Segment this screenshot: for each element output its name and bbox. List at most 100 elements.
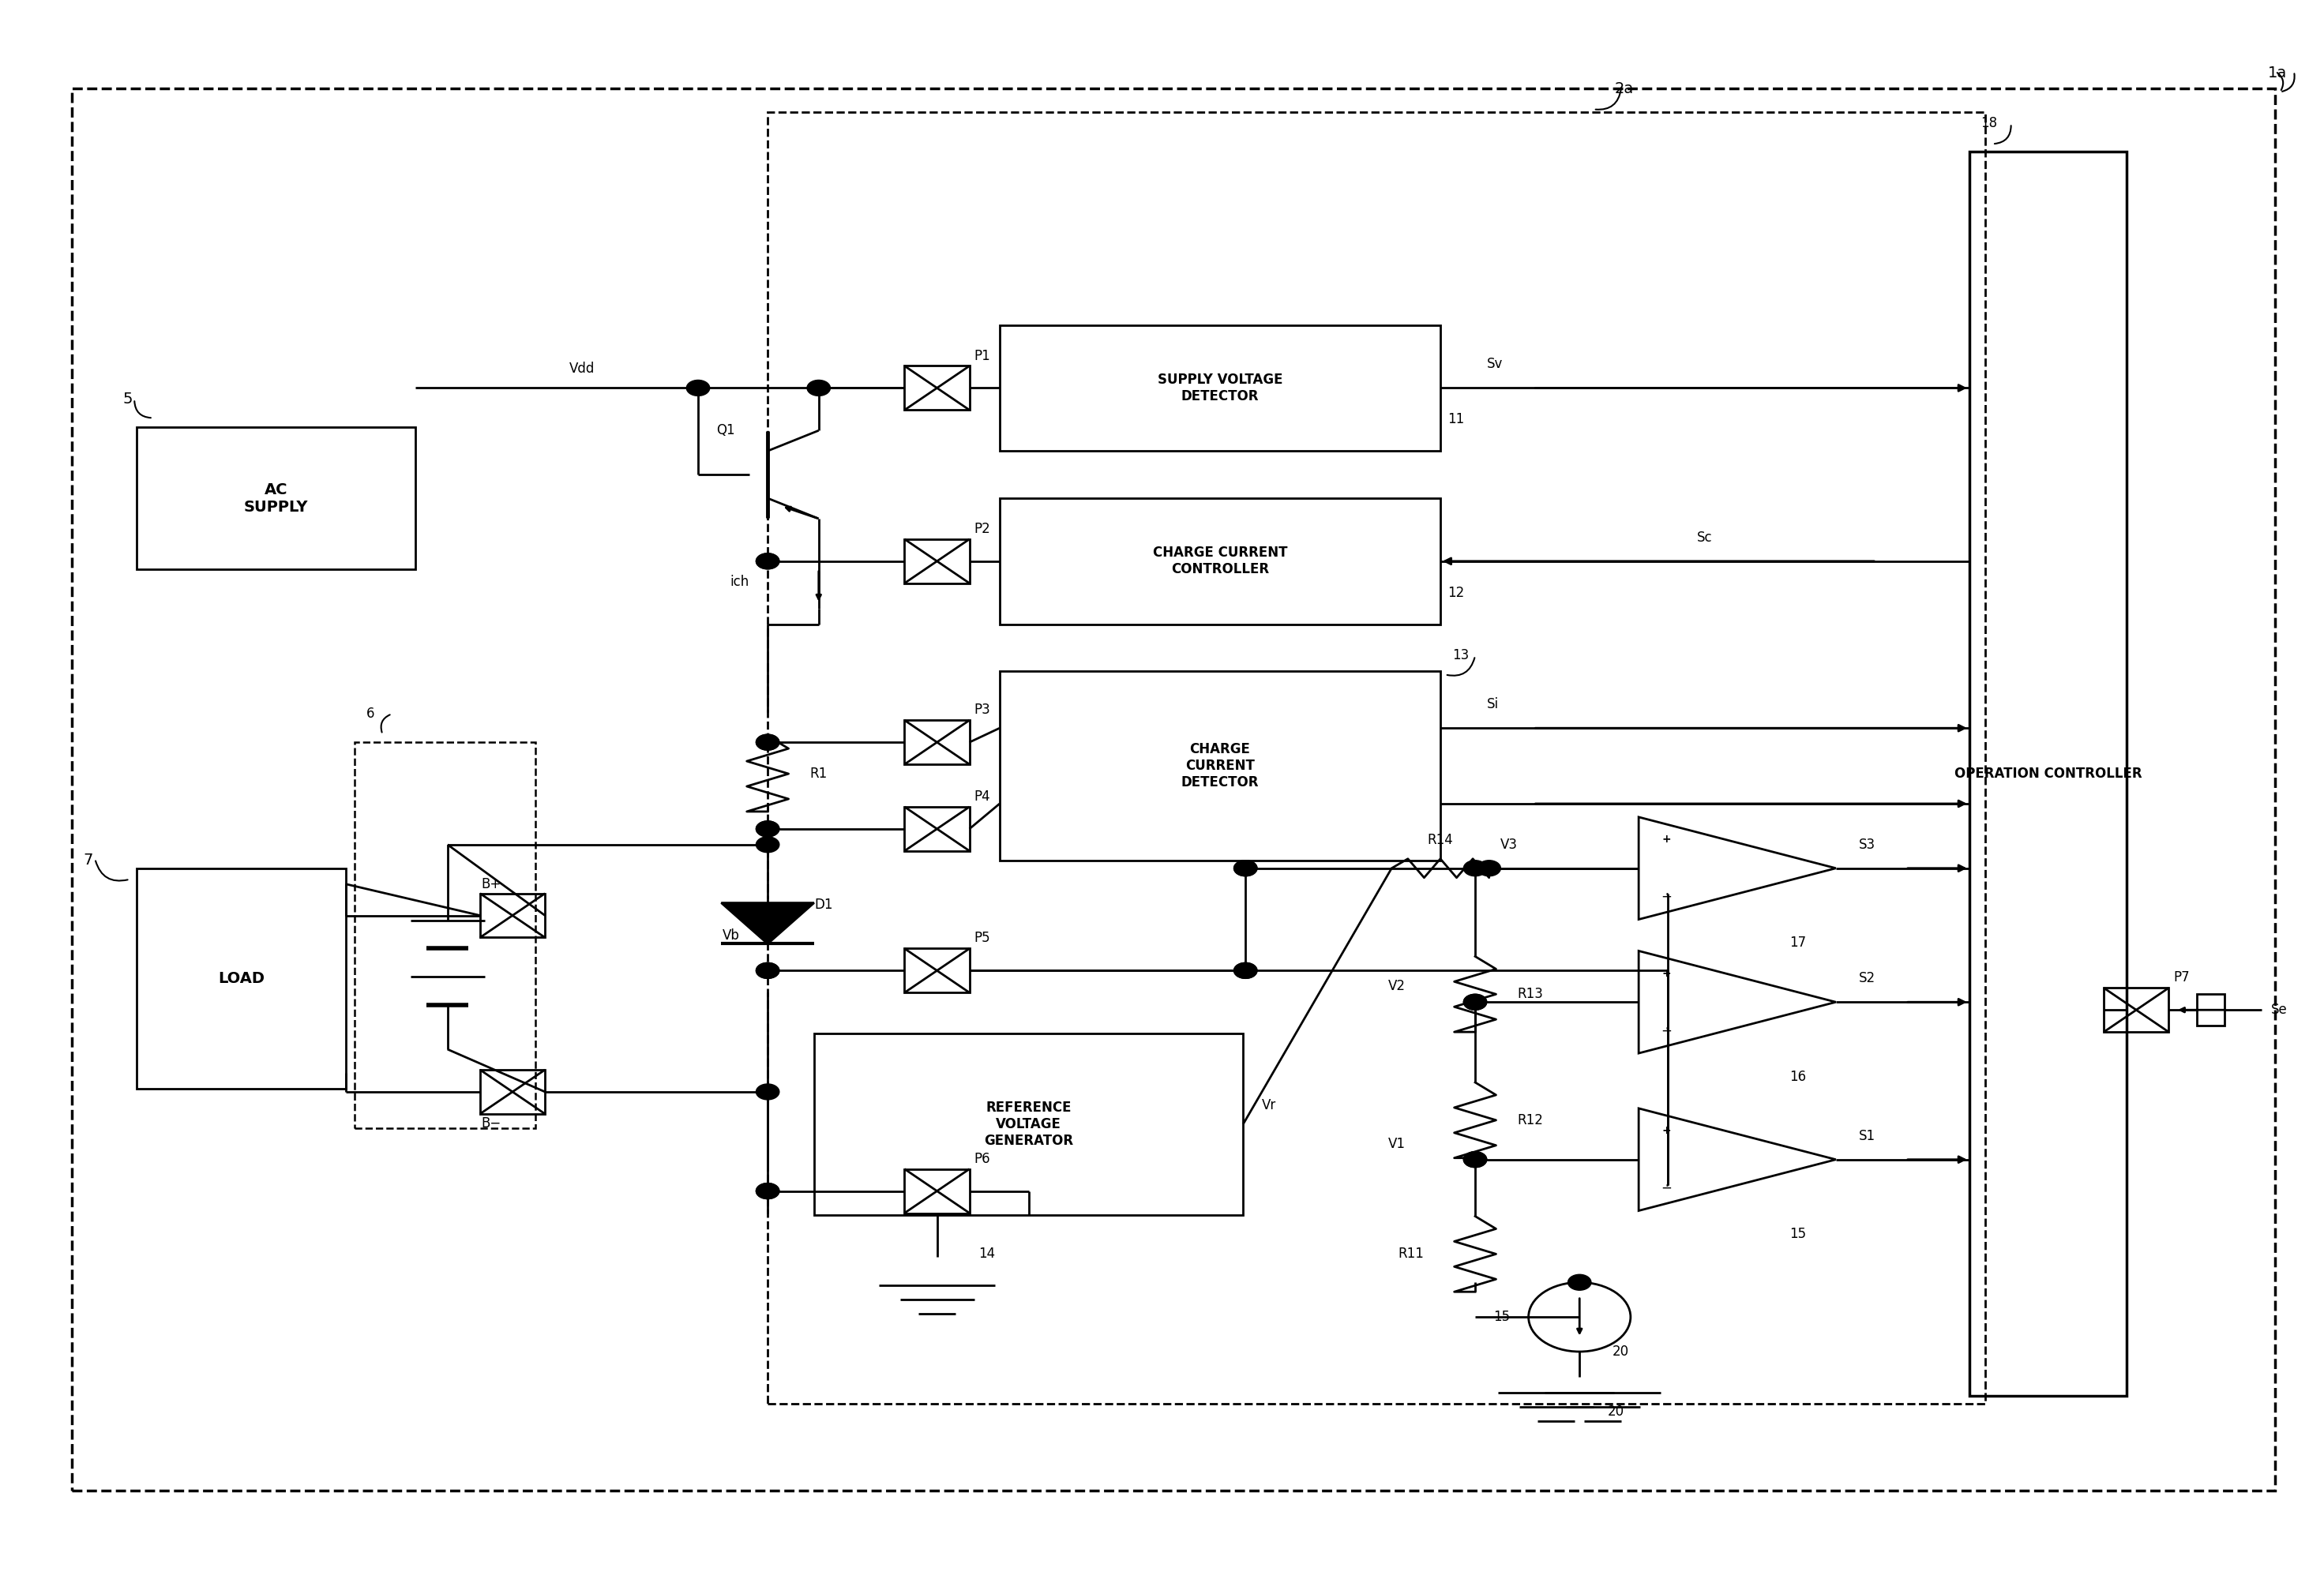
Text: 18: 18 xyxy=(1980,117,1999,131)
Text: 5: 5 xyxy=(123,392,132,406)
Text: Sv: Sv xyxy=(1487,357,1504,371)
Bar xyxy=(904,538,969,583)
Circle shape xyxy=(1464,995,1487,1011)
Circle shape xyxy=(755,553,779,568)
Text: P7: P7 xyxy=(2173,971,2189,985)
Text: 12: 12 xyxy=(1448,586,1464,600)
Text: V2: V2 xyxy=(1387,979,1406,993)
Text: −: − xyxy=(1662,1181,1671,1195)
Circle shape xyxy=(755,821,779,837)
Text: +: + xyxy=(1662,834,1671,845)
Bar xyxy=(2103,988,2168,1033)
Text: 15: 15 xyxy=(1789,1227,1806,1241)
Text: 2a: 2a xyxy=(1615,81,1634,96)
Text: 15: 15 xyxy=(1494,1311,1511,1325)
Text: 20: 20 xyxy=(1613,1345,1629,1360)
Polygon shape xyxy=(720,903,813,944)
Bar xyxy=(999,325,1441,452)
Circle shape xyxy=(1464,1151,1487,1167)
Bar xyxy=(904,720,969,764)
Text: P6: P6 xyxy=(974,1151,990,1165)
Text: R13: R13 xyxy=(1518,987,1543,1001)
Bar xyxy=(999,671,1441,861)
Text: P5: P5 xyxy=(974,932,990,946)
Circle shape xyxy=(1234,861,1257,876)
Circle shape xyxy=(1464,995,1487,1011)
Text: ich: ich xyxy=(730,575,748,589)
Bar xyxy=(72,88,2275,1491)
Text: +: + xyxy=(1662,1126,1671,1137)
Bar xyxy=(137,428,416,568)
Text: Vb: Vb xyxy=(723,928,739,943)
Text: V3: V3 xyxy=(1501,837,1518,851)
Circle shape xyxy=(1234,963,1257,979)
Text: S1: S1 xyxy=(1859,1129,1875,1143)
Bar xyxy=(767,112,1985,1404)
Text: 6: 6 xyxy=(367,707,374,722)
Bar xyxy=(904,366,969,411)
Text: Q1: Q1 xyxy=(716,423,734,437)
Text: R12: R12 xyxy=(1518,1113,1543,1127)
Text: S2: S2 xyxy=(1859,971,1875,985)
Circle shape xyxy=(755,553,779,568)
Bar xyxy=(2196,995,2224,1026)
Circle shape xyxy=(755,1183,779,1198)
Text: Vdd: Vdd xyxy=(569,362,595,376)
Text: 16: 16 xyxy=(1789,1069,1806,1083)
Bar xyxy=(481,894,546,938)
Text: AC
SUPPLY: AC SUPPLY xyxy=(244,482,309,515)
Bar xyxy=(904,807,969,851)
Text: Vr: Vr xyxy=(1262,1097,1276,1112)
Text: 11: 11 xyxy=(1448,412,1464,426)
Text: LOAD: LOAD xyxy=(218,971,265,985)
Text: R14: R14 xyxy=(1427,832,1452,846)
Circle shape xyxy=(755,734,779,750)
Bar xyxy=(999,499,1441,624)
Text: REFERENCE
VOLTAGE
GENERATOR: REFERENCE VOLTAGE GENERATOR xyxy=(983,1101,1074,1148)
Circle shape xyxy=(755,821,779,837)
Circle shape xyxy=(1234,963,1257,979)
Text: Se: Se xyxy=(2271,1003,2287,1017)
Text: B−: B− xyxy=(481,1116,502,1131)
Text: R1: R1 xyxy=(809,767,827,782)
Circle shape xyxy=(755,963,779,979)
Text: 1a: 1a xyxy=(2268,66,2287,81)
Text: 14: 14 xyxy=(978,1247,995,1262)
Bar xyxy=(1968,152,2126,1396)
Bar xyxy=(137,868,346,1088)
Circle shape xyxy=(755,1083,779,1099)
Circle shape xyxy=(1464,861,1487,876)
Text: −: − xyxy=(1662,891,1671,905)
Text: P4: P4 xyxy=(974,790,990,804)
Text: OPERATION CONTROLLER: OPERATION CONTROLLER xyxy=(1954,767,2143,782)
Text: 13: 13 xyxy=(1452,649,1469,663)
Text: CHARGE CURRENT
CONTROLLER: CHARGE CURRENT CONTROLLER xyxy=(1153,546,1287,576)
Text: B+: B+ xyxy=(481,876,502,891)
Text: D1: D1 xyxy=(813,897,832,911)
Circle shape xyxy=(1234,861,1257,876)
Bar xyxy=(904,1168,969,1213)
Text: 17: 17 xyxy=(1789,936,1806,951)
Text: +: + xyxy=(1662,968,1671,979)
Text: 7: 7 xyxy=(84,853,93,868)
Text: Sc: Sc xyxy=(1697,531,1713,545)
Text: −: − xyxy=(1662,1023,1671,1037)
Circle shape xyxy=(806,381,830,396)
Circle shape xyxy=(686,381,709,396)
Circle shape xyxy=(755,837,779,853)
Text: 20: 20 xyxy=(1608,1404,1624,1418)
Text: S3: S3 xyxy=(1859,837,1875,851)
Circle shape xyxy=(755,963,779,979)
Circle shape xyxy=(1569,1274,1592,1290)
Text: SUPPLY VOLTAGE
DETECTOR: SUPPLY VOLTAGE DETECTOR xyxy=(1157,373,1283,403)
Circle shape xyxy=(755,734,779,750)
Circle shape xyxy=(755,1183,779,1198)
Text: P2: P2 xyxy=(974,521,990,535)
Text: P1: P1 xyxy=(974,349,990,363)
Circle shape xyxy=(1464,1151,1487,1167)
Text: Si: Si xyxy=(1487,698,1499,712)
Text: V1: V1 xyxy=(1387,1137,1406,1151)
Bar xyxy=(356,742,537,1127)
Bar xyxy=(904,949,969,993)
Bar xyxy=(481,1071,546,1113)
